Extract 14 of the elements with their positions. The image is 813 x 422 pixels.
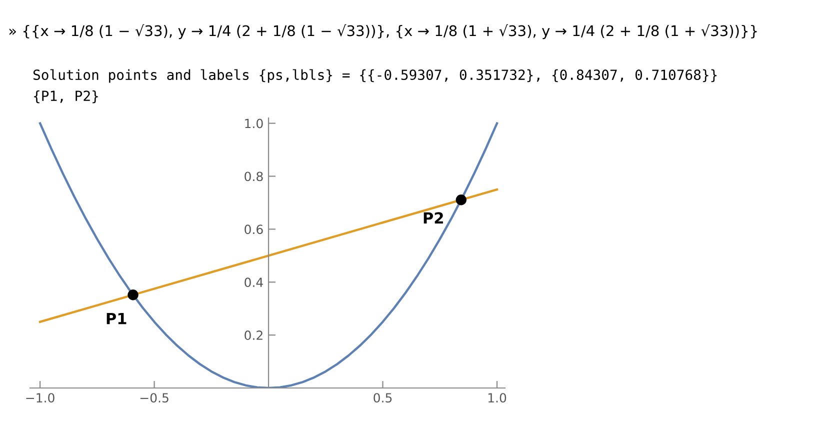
y-tick-label: 0.6	[244, 224, 263, 234]
x-tick-label: 1.0	[488, 393, 506, 403]
text: Solution points and labels {ps,lbls} = {{-0.59307, 0.351732}, {0.84307, 0.710768}}	[33, 69, 717, 83]
annotation: P1	[106, 312, 126, 324]
text: {P1, P2}	[34, 90, 98, 104]
y-tick-label: 0.8	[244, 172, 263, 182]
x-tick-label: −0.5	[140, 393, 168, 403]
text: » {{x → 1/8 (1 − √33), y → 1/4 (2 + 1/8 (1 − √33))}, {x → 1/8 (1 + √33), y → 1/4 (2 + 1/8 (1 + √33))}}	[10, 24, 757, 40]
x-tick-label: −1.0	[26, 393, 54, 403]
x-tick-label: 0.5	[374, 393, 392, 403]
y-tick-label: 0.2	[244, 330, 262, 340]
y-tick-label: 0.4	[244, 278, 263, 288]
y-tick-label: 1.0	[245, 118, 263, 128]
annotation: P2	[424, 212, 443, 224]
